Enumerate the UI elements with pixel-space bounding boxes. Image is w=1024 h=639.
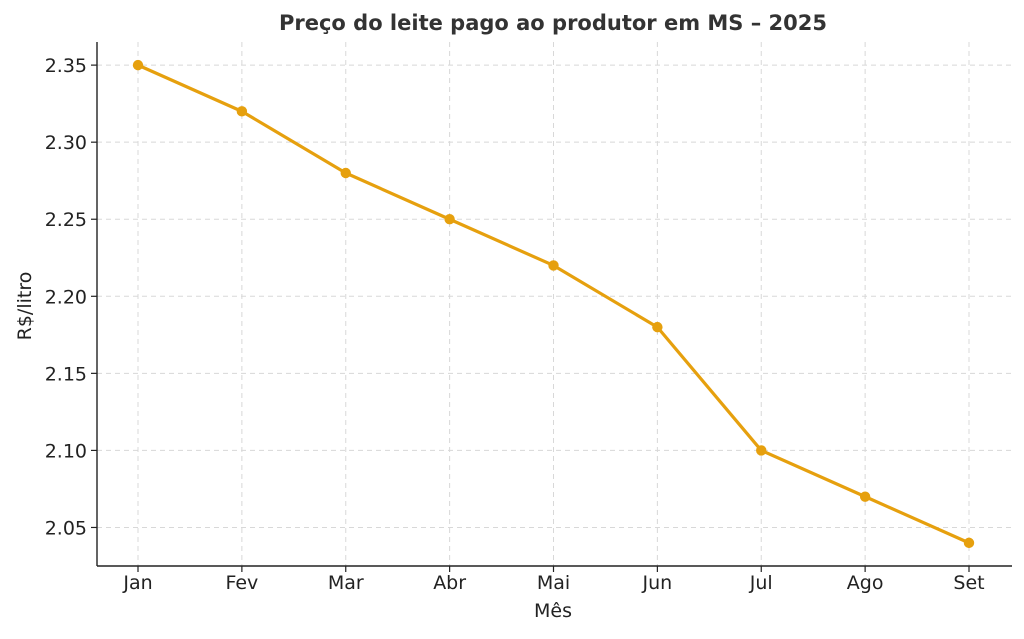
- y-tick-label: 2.35: [45, 55, 87, 77]
- y-axis-label: R$/litro: [14, 272, 36, 341]
- data-point: [132, 59, 144, 71]
- data-point: [859, 491, 871, 502]
- x-tick-label: Set: [953, 572, 984, 594]
- y-tick-label: 2.25: [45, 209, 87, 231]
- series: [132, 59, 975, 549]
- x-tick-label: Abr: [433, 572, 466, 594]
- data-point: [548, 260, 559, 271]
- chart-title: Preço do leite pago ao produtor em MS – …: [279, 11, 827, 35]
- data-point: [652, 321, 663, 333]
- y-tick-label: 2.05: [45, 517, 87, 539]
- y-tick-label: 2.30: [45, 132, 87, 154]
- x-tick-label: Jul: [749, 572, 773, 594]
- x-tick-label: Fev: [225, 572, 258, 594]
- data-point: [236, 106, 248, 117]
- x-axis-label: Mês: [534, 600, 572, 622]
- y-tick-label: 2.10: [45, 440, 87, 462]
- ticks: Jan Fev Mar Abr Mai Jun Jul Ago Set 2.05 2.10 2.15 2…: [45, 55, 985, 594]
- y-tick-label: 2.15: [45, 363, 87, 385]
- x-tick-label: Mar: [328, 572, 364, 594]
- grid: [97, 42, 1012, 566]
- x-tick-label: Jan: [122, 572, 152, 594]
- data-point: [340, 167, 351, 179]
- y-tick-label: 2.20: [45, 286, 87, 308]
- data-point: [756, 445, 767, 456]
- data-point: [444, 214, 455, 225]
- axes: [96, 42, 1012, 567]
- data-point: [963, 537, 975, 549]
- x-tick-label: Ago: [847, 572, 884, 594]
- x-tick-label: Mai: [537, 572, 570, 594]
- x-tick-label: Jun: [642, 572, 673, 594]
